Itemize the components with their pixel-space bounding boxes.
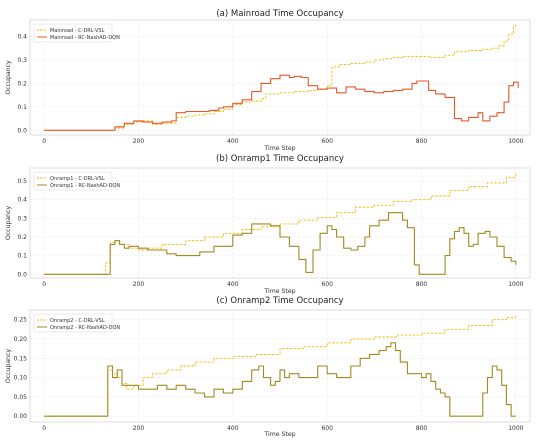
y-axis-label: Occupancy xyxy=(5,60,12,95)
legend-label: Onramp2 - C-DRL-VSL xyxy=(50,318,105,324)
legend-box xyxy=(33,171,113,191)
x-axis-label: Time Step xyxy=(263,288,295,295)
chart-panel-1: 0 200 400 600 800 1000 0.0 0.1 0.2 0.3 0.4 (a) Main… xyxy=(5,9,531,152)
legend-label: Mainroad - RC-NashAD-DQN xyxy=(50,35,120,41)
y-tick-label: 0.3 xyxy=(17,57,27,64)
x-tick-label: 0 xyxy=(42,425,46,432)
y-tick-label: 0.10 xyxy=(14,375,28,382)
y-tick-label: 0.25 xyxy=(14,317,28,324)
series-line-rc-nashad-dqn xyxy=(44,212,517,275)
series-line-rc-nashad-dqn xyxy=(44,74,519,131)
plot-frame xyxy=(29,19,531,136)
x-tick-label: 400 xyxy=(227,425,239,432)
chart-title: (a) Mainroad Time Occupancy xyxy=(216,9,343,19)
y-tick-label: 0.0 xyxy=(17,271,27,278)
y-tick-label: 0.1 xyxy=(17,253,27,260)
x-tick-label: 400 xyxy=(227,281,239,288)
plot-frame xyxy=(29,309,531,423)
x-tick-label: 800 xyxy=(416,138,428,145)
x-axis-label: Time Step xyxy=(263,145,295,152)
y-tick-label: 0.05 xyxy=(14,394,28,401)
legend-box xyxy=(33,23,113,43)
y-tick-label: 0.3 xyxy=(17,215,27,222)
x-tick-label: 600 xyxy=(321,281,333,288)
y-axis-label: Occupancy xyxy=(5,206,12,241)
y-tick-label: 0.00 xyxy=(14,413,28,420)
plot-frame xyxy=(29,167,531,279)
series-line-c-drl-vsl xyxy=(44,24,517,131)
legend-box xyxy=(33,313,113,333)
x-tick-label: 200 xyxy=(133,281,145,288)
y-tick-label: 0.0 xyxy=(17,127,27,134)
x-tick-label: 800 xyxy=(416,425,428,432)
series-line-c-drl-vsl xyxy=(44,315,517,417)
x-tick-label: 400 xyxy=(227,138,239,145)
legend-label: Onramp1 - C-DRL-VSL xyxy=(50,176,105,182)
x-tick-label: 1000 xyxy=(508,281,523,288)
chart-panel-3: 0 200 400 600 800 1000 0.00 0.05 0.10 0.15 0.20 0.2… xyxy=(5,296,531,438)
x-tick-label: 800 xyxy=(416,281,428,288)
chart-title: (b) Onramp1 Time Occupancy xyxy=(216,154,344,164)
series-line-rc-nashad-dqn xyxy=(44,342,516,417)
legend-label: Mainroad - C-DRL-VSL xyxy=(50,28,105,34)
x-tick-label: 1000 xyxy=(508,138,523,145)
chart-title: (c) Onramp2 Time Occupancy xyxy=(216,296,343,306)
y-axis-label: Occupancy xyxy=(5,349,12,384)
y-tick-label: 0.4 xyxy=(17,33,27,40)
y-tick-label: 0.4 xyxy=(17,197,27,204)
x-tick-label: 200 xyxy=(133,138,145,145)
legend-label: Onramp1 - RC-NashAD-DQN xyxy=(50,183,120,189)
x-tick-label: 1000 xyxy=(508,425,523,432)
x-tick-label: 0 xyxy=(42,281,46,288)
x-tick-label: 600 xyxy=(321,425,333,432)
y-tick-label: 0.1 xyxy=(17,104,27,111)
y-tick-label: 0.20 xyxy=(14,336,28,343)
x-axis-label: Time Step xyxy=(263,431,295,438)
y-tick-label: 0.2 xyxy=(17,80,27,87)
chart-panel-2: 0 200 400 600 800 1000 0.0 0.1 0.2 0.3 0.4 0.5 (b) O… xyxy=(5,154,531,295)
x-tick-label: 600 xyxy=(321,138,333,145)
y-tick-label: 0.15 xyxy=(14,355,28,362)
x-tick-label: 200 xyxy=(133,425,145,432)
legend-label: Onramp2 - RC-NashAD-DQN xyxy=(50,325,120,331)
x-tick-label: 0 xyxy=(42,138,46,145)
y-tick-label: 0.5 xyxy=(17,178,27,185)
y-tick-label: 0.2 xyxy=(17,234,27,241)
